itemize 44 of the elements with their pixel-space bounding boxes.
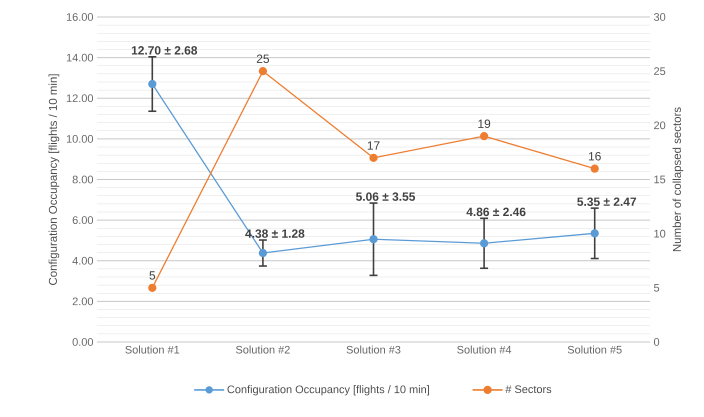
y2-tick-label: 0 [654, 338, 660, 346]
y-axis-title: Configuration Occupancy [flights / 10 min] [48, 74, 60, 285]
data-label: 16 [588, 152, 601, 160]
data-label: 12.70 ± 2.68 [132, 46, 198, 55]
data-label: 19 [478, 120, 490, 128]
x-tick-label: Solution #3 [346, 346, 400, 354]
y2-tick-label: 30 [654, 13, 666, 21]
data-label: 5.35 ± 2.47 [577, 197, 636, 206]
point [480, 239, 488, 248]
data-label: 25 [256, 54, 270, 63]
y2-tick-label: 5 [654, 284, 660, 292]
y-tick-label: 12.00 [66, 94, 94, 102]
legend-label: # Sectors [505, 385, 552, 394]
legend-label: Configuration Occupancy [flights / 10 min] [228, 385, 429, 396]
y-tick-label: 0.00 [72, 338, 94, 346]
point [480, 132, 488, 140]
point [148, 80, 156, 88]
data-label: 4.86 ± 2.46 [466, 208, 526, 216]
point [369, 154, 378, 162]
x-tick-label: Solution #4 [457, 346, 512, 354]
point [590, 164, 599, 173]
y-tick-label: 14.00 [66, 54, 94, 62]
point [369, 235, 378, 244]
x-tick-label: Solution #5 [568, 346, 622, 354]
y-tick-label: 2.00 [72, 298, 94, 306]
point [258, 67, 268, 76]
data-label: 5 [149, 271, 156, 280]
data-label: 17 [368, 141, 380, 150]
y-tick-label: 4.00 [72, 256, 94, 265]
y-tick-label: 6.00 [72, 216, 94, 224]
point [148, 284, 156, 292]
point [258, 248, 268, 258]
y2-tick-label: 15 [654, 176, 666, 184]
point [590, 229, 599, 238]
data-label: 5.06 ± 3.55 [356, 192, 416, 201]
y2-axis-title: Number of collapsed sectors [672, 107, 684, 252]
y2-tick-label: 20 [654, 121, 666, 130]
y-tick-label: 16.00 [66, 13, 94, 21]
y2-tick-label: 25 [654, 67, 666, 76]
y-tick-label: 8.00 [72, 176, 94, 184]
x-tick-label: Solution #1 [125, 346, 180, 354]
y-tick-label: 10.00 [66, 135, 94, 143]
x-tick-label: Solution #2 [236, 346, 290, 354]
y2-tick-label: 10 [654, 230, 666, 238]
